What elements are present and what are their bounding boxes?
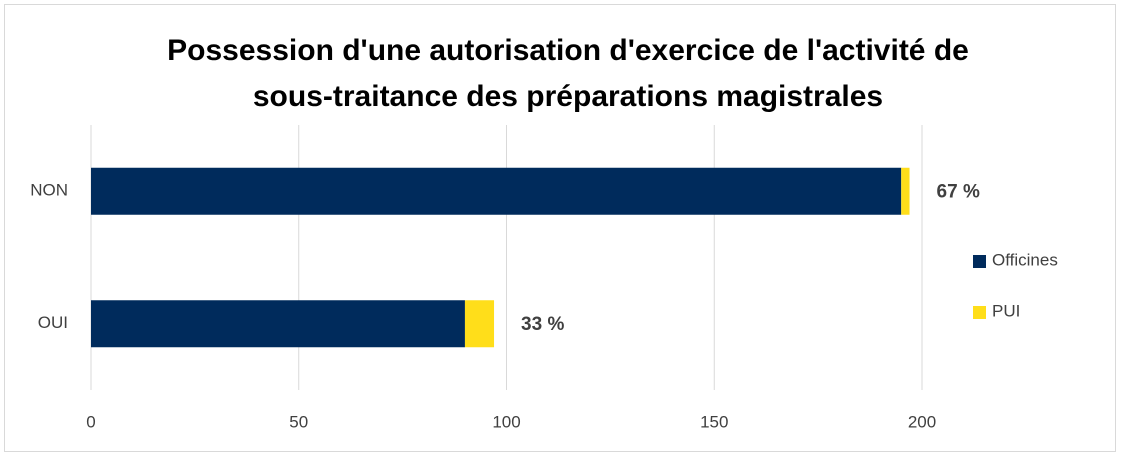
x-tick-label: 0 [86,412,95,431]
chart-title: sous-traitance des préparations magistra… [253,80,883,113]
chart-border [4,4,1116,452]
y-tick-label: NON [30,181,68,200]
bar-segment [901,167,910,215]
bar-segment [464,300,495,348]
total-label: 67 % [937,181,980,202]
chart-title: Possession d'une autorisation d'exercice… [167,34,969,67]
legend-swatch [973,255,986,268]
bar-segment [91,300,465,348]
legend-label: PUI [992,301,1020,320]
total-label: 33 % [521,314,564,335]
y-tick-label: OUI [38,313,68,332]
legend-label: Officines [992,250,1058,269]
x-tick-label: 100 [492,412,520,431]
x-tick-label: 50 [289,412,308,431]
x-tick-label: 200 [908,412,936,431]
x-tick-label: 150 [700,412,728,431]
bar-segment [91,167,902,215]
legend-swatch [973,306,986,319]
